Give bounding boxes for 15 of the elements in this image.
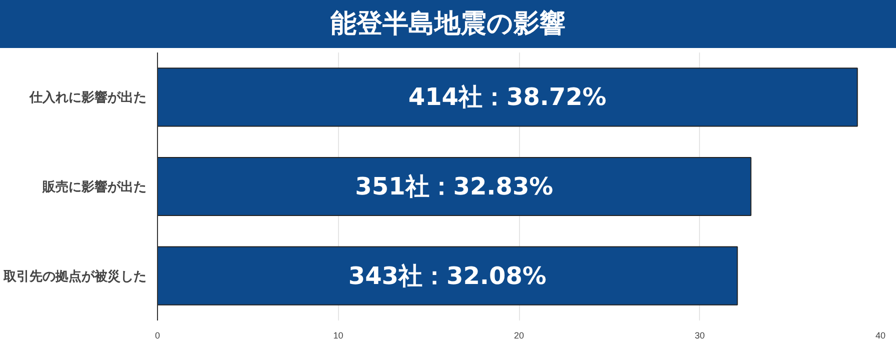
- bar: [158, 68, 858, 127]
- data-label: 414社：38.72%: [408, 83, 606, 112]
- x-tick-label: 30: [694, 330, 705, 340]
- x-tick-label: 40: [875, 330, 886, 340]
- y-tick-label: 取引先の拠点が被災した: [2, 268, 146, 284]
- data-label: 351社：32.83%: [355, 172, 554, 200]
- y-tick-label: 販売に影響が出た: [42, 179, 146, 194]
- x-tick-label: 0: [154, 330, 160, 340]
- bar: [158, 246, 738, 306]
- data-label: 343社：32.08%: [348, 262, 546, 290]
- bar: [158, 156, 752, 216]
- x-tick-label: 20: [514, 330, 524, 340]
- x-tick-label: 10: [333, 330, 344, 340]
- y-tick-label: 仕入れに影響が出た: [28, 90, 146, 105]
- chart-title: 能登半島地震の影響: [330, 8, 566, 41]
